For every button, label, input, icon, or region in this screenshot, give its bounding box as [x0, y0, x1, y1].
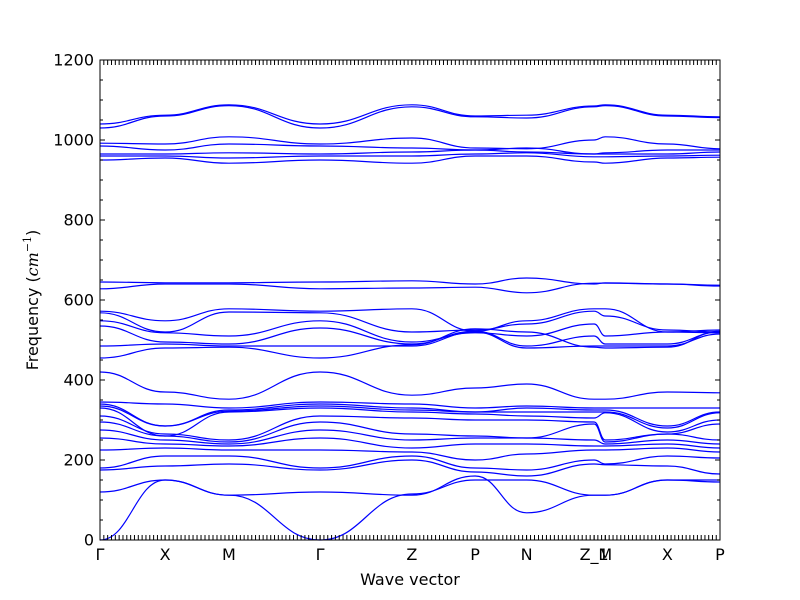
y-tick-label: 1200 [53, 51, 94, 70]
plot-frame [99, 59, 721, 541]
phonon-band-line [99, 282, 721, 294]
y-axis-label-exp: −1 [21, 236, 34, 252]
phonon-band-line [99, 104, 721, 129]
phonon-band-line [99, 401, 720, 409]
phonon-band-line [99, 437, 721, 449]
x-tick-label: Z_1 [580, 545, 609, 565]
phonon-band-line [99, 421, 721, 443]
y-tick-label: 400 [63, 371, 94, 390]
phonon-band-line [99, 447, 721, 461]
phonon-band-line [99, 308, 721, 333]
x-tick-label: Z [406, 545, 417, 564]
phonon-band-line [99, 429, 721, 445]
phonon-band-line [99, 403, 721, 427]
phonon-band-line [99, 149, 721, 155]
x-tick-label: N [521, 545, 533, 564]
phonon-band-line [99, 407, 721, 437]
x-tick-label: X [160, 545, 171, 564]
y-tick-label: 1000 [53, 131, 94, 150]
phonon-band-line [99, 104, 721, 125]
y-axis-label-close: ) [23, 230, 42, 236]
phonon-band-line [99, 479, 721, 541]
x-tick-label: X [662, 545, 673, 564]
phonon-band-line [99, 405, 721, 429]
phonon-band-line [99, 371, 721, 400]
x-tick-label: Γ [96, 545, 105, 564]
x-tick-label: P [715, 545, 725, 564]
x-tick-label: P [470, 545, 480, 564]
y-axis-ticks: 0 200 400 600 800 1000 1200 [53, 51, 720, 550]
x-tick-label: M [222, 545, 236, 564]
phonon-band-line [99, 136, 721, 150]
x-axis-ticks: Γ X M Γ Z P N Z_1M X P [96, 60, 725, 565]
x-axis-label: Wave vector [360, 570, 460, 589]
y-axis-label: Frequency (cm−1) [21, 230, 42, 371]
x-tick-label: Γ [316, 545, 325, 564]
phonon-band-line [99, 325, 721, 347]
phonon-band-line [99, 152, 721, 159]
phonon-band-line [99, 459, 721, 477]
phonon-band-line [99, 328, 721, 359]
y-tick-label: 200 [63, 451, 94, 470]
band-lines [99, 104, 721, 541]
y-tick-label: 600 [63, 291, 94, 310]
y-tick-label: 800 [63, 211, 94, 230]
x-tick-label: M [598, 545, 612, 564]
y-axis-label-unit: cm [23, 252, 42, 276]
phonon-band-line [99, 331, 721, 349]
phonon-band-line [99, 455, 721, 471]
y-tick-label: 0 [84, 531, 94, 550]
phonon-band-line [99, 155, 721, 164]
phonon-band-line [99, 415, 721, 441]
y-axis-label-main: Frequency ( [23, 276, 42, 370]
